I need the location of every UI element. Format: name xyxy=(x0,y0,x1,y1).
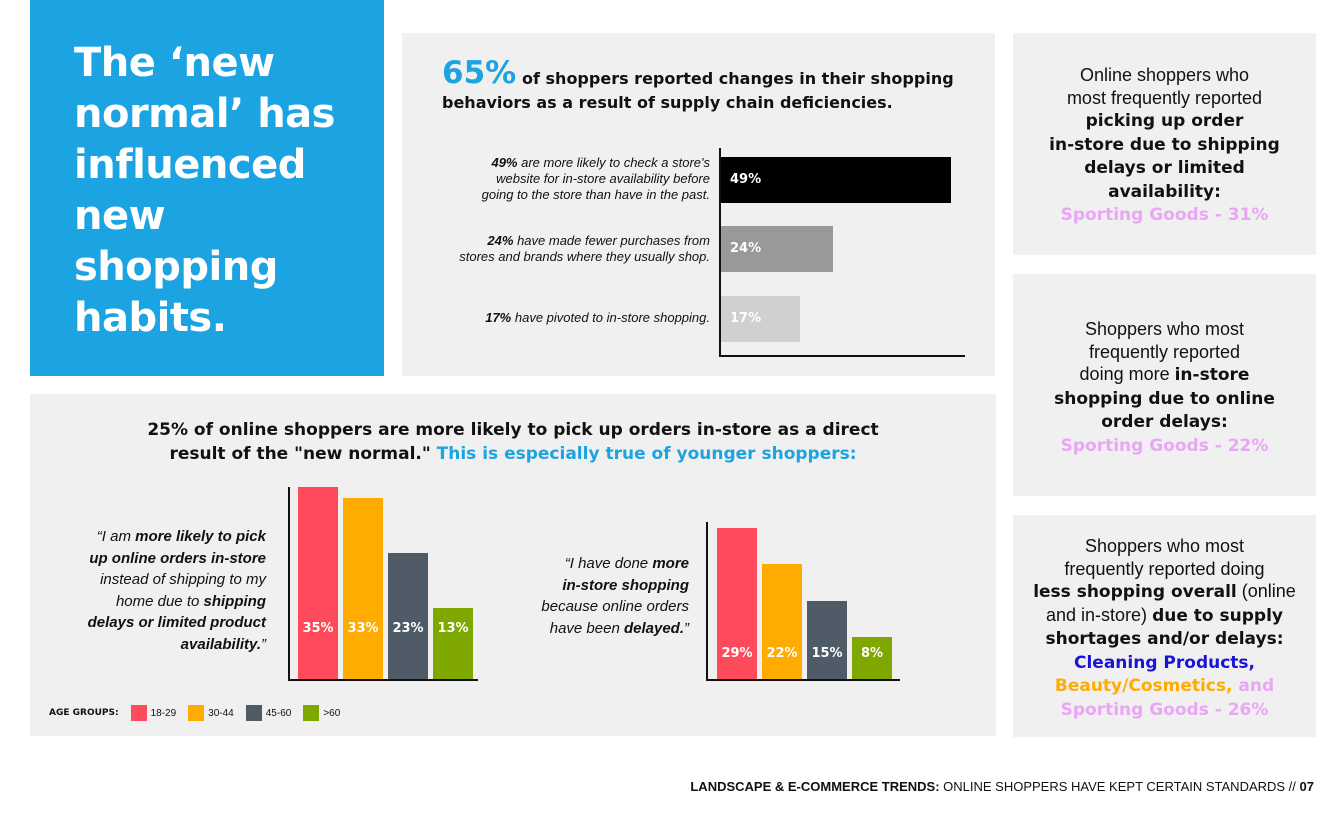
legend-item-45-60: 45-60 xyxy=(245,705,291,721)
insight-panel-pickup: Online shoppers who most frequently repo… xyxy=(1013,33,1316,255)
page-footer: LANDSCAPE & E-COMMERCE TRENDS: ONLINE SH… xyxy=(690,779,1314,794)
hbar-value-label: 49% xyxy=(730,172,762,187)
pickup-value-label: 33% xyxy=(347,621,379,636)
quote-instore: “I have done more in-store shopping beca… xyxy=(541,555,689,637)
instore-bar-45-60 xyxy=(807,601,847,679)
legend-item-60-plus: >60 xyxy=(303,705,340,721)
legend-item-18-29: 18-29 xyxy=(130,705,176,721)
insight-text-instore: Shoppers who most frequently reported do… xyxy=(1054,319,1275,456)
insight-panel-instore: Shoppers who most frequently reported do… xyxy=(1013,274,1316,496)
legend-swatch xyxy=(245,705,262,721)
hbar-2 xyxy=(720,226,833,272)
instore-bar->60 xyxy=(852,637,892,679)
row-label-2: 24% have made fewer purchases from store… xyxy=(459,233,710,264)
h-chart-x-axis xyxy=(719,355,965,357)
legend-title: AGE GROUPS: xyxy=(49,708,119,718)
hero-panel: The ‘new normal’ has influenced new shop… xyxy=(30,0,384,376)
row-label-1: 49% are more likely to check a store's w… xyxy=(481,155,710,202)
v-chart1-y-axis xyxy=(288,487,290,680)
pickup-value-label: 23% xyxy=(392,621,424,636)
row-label-3: 17% have pivoted to in-store shopping. xyxy=(485,310,710,325)
hbar-1 xyxy=(720,157,951,203)
hbar-value-label: 24% xyxy=(730,241,762,256)
v-chart1-x-axis xyxy=(288,679,478,681)
page-number: 07 xyxy=(1299,779,1314,794)
hbar-value-label: 17% xyxy=(730,311,762,326)
top-headline-line2: behaviors as a result of supply chain de… xyxy=(442,93,893,112)
pickup-bar->60 xyxy=(433,608,473,679)
quote-pickup: “I am more likely to pick up online orde… xyxy=(87,528,266,653)
insight-text-less-shopping: Shoppers who most frequently reported do… xyxy=(1033,536,1296,720)
big-stat: 65% xyxy=(442,55,517,91)
insight-panel-less-shopping: Shoppers who most frequently reported do… xyxy=(1013,515,1316,737)
pickup-bar-30-44 xyxy=(343,498,383,679)
instore-value-label: 15% xyxy=(811,646,843,661)
pickup-value-label: 35% xyxy=(302,621,334,636)
pickup-bar-18-29 xyxy=(298,487,338,679)
top-headline-line1: of shoppers reported changes in their sh… xyxy=(522,69,954,88)
instore-value-label: 8% xyxy=(860,646,884,661)
instore-bar-30-44 xyxy=(762,564,802,679)
v-chart2-x-axis xyxy=(706,679,900,681)
legend-swatch xyxy=(303,705,320,721)
pickup-panel: 25% of online shoppers are more likely t… xyxy=(30,394,996,736)
legend-item-30-44: 30-44 xyxy=(188,705,234,721)
instore-bar-18-29 xyxy=(717,528,757,679)
instore-value-label: 22% xyxy=(766,646,798,661)
legend-swatch xyxy=(130,705,147,721)
legend-swatch xyxy=(188,705,205,721)
instore-value-label: 29% xyxy=(721,646,753,661)
bottom-headline-line2: result of the "new normal." This is espe… xyxy=(169,444,857,464)
h-chart-y-axis xyxy=(719,148,721,356)
hero-title: The ‘new normal’ has influenced new shop… xyxy=(74,40,335,341)
supply-chain-panel: 65% of shoppers reported changes in thei… xyxy=(402,33,995,376)
hbar-3 xyxy=(720,296,800,342)
age-legend: AGE GROUPS: 18-29 30-44 45-60 >60 xyxy=(49,705,340,721)
insight-text-pickup: Online shoppers who most frequently repo… xyxy=(1049,65,1280,225)
bottom-headline-line1: 25% of online shoppers are more likely t… xyxy=(147,420,879,440)
pickup-value-label: 13% xyxy=(437,621,469,636)
pickup-bar-45-60 xyxy=(388,553,428,679)
v-chart2-y-axis xyxy=(706,522,708,680)
